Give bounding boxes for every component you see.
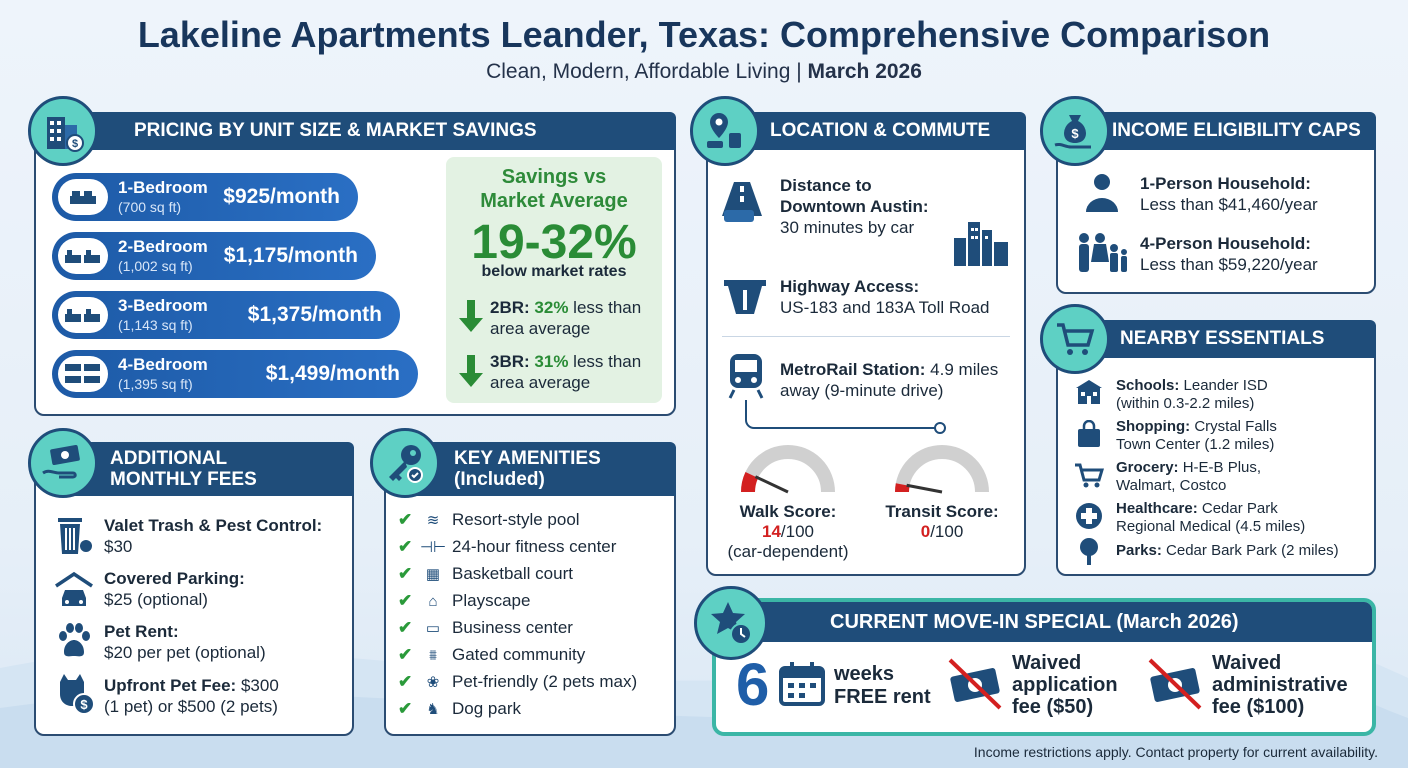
route-line [745,400,946,434]
monitor-icon: ▭ [425,620,441,637]
amenity-item: ✔ ▦ Basketball court [398,564,573,583]
waived-application: Waived application fee ($50) [1012,652,1118,718]
page-title: Lakeline Apartments Leander, Texas: Comp… [137,14,1271,55]
location-header: LOCATION & COMMUTE [736,112,1026,150]
amenity-item: ✔ ≋ Resort-style pool [398,510,580,529]
weeks-free-text: weeks FREE rent [834,663,931,708]
highway-icon [724,280,766,314]
fees-header: ADDITIONAL MONTHLY FEES [64,442,354,496]
paw-icon [59,623,90,657]
walk-score: Walk Score: 14/100 (car-dependent) [727,502,849,561]
essential-grocery: Grocery: H-E-B Plus, Walmart, Costco [1116,459,1262,494]
school-icon [1074,378,1104,406]
income-header: INCOME ELIGIBILITY CAPS [1086,112,1376,150]
bed-icon [58,356,108,392]
key-icon [370,428,440,498]
family-icon [1079,233,1127,272]
basketball-court-icon: ▦ [425,566,441,583]
money-hand-icon [28,428,98,498]
income-4-person: 4-Person Household: Less than $59,220/yea… [1140,234,1318,274]
unit-3br: 3-Bedroom (1,143 sq ft) $1,375/month [52,291,400,339]
walk-score-gauge [741,445,835,494]
divider [722,336,1010,337]
gauge-track [895,445,989,493]
dog-icon: ♞ [426,701,440,718]
amenity-item: ✔ ⩩ Gated community [398,645,586,664]
bed-icon [58,238,108,274]
unit-1br: 1-Bedroom (700 sq ft) $925/month [52,173,358,221]
pet-money-icon: $ [60,674,95,715]
gauge-track [741,445,835,493]
amenity-item: ✔ ⊣⊢ 24-hour fitness center [398,537,617,556]
tree-icon [1074,537,1104,565]
svg-text:$: $ [1071,126,1079,141]
waived-money-icon [1148,658,1202,710]
bed-icon [58,297,108,333]
highway-info: Highway Access: US-183 and 183A Toll Road [780,277,990,317]
building-icon: $ [28,96,98,166]
map-pin-icon [690,96,760,166]
bed-icon [58,179,108,215]
calendar-icon [779,662,825,706]
garage-car-icon [55,571,93,606]
essentials-header: NEARBY ESSENTIALS [1086,320,1376,358]
amenity-item: ✔ ❀ Pet-friendly (2 pets max) [398,672,638,691]
svg-text:$: $ [80,697,88,712]
savings-box: Savings vs Market Average 19-32% below ma… [446,157,662,403]
svg-text:$: $ [72,138,78,150]
essential-shopping: Shopping: Crystal Falls Town Center (1.2 … [1116,418,1277,453]
footer-note: Income restrictions apply. Contact prope… [973,744,1378,760]
gauge-fill [741,471,759,493]
weeks-number: 6 [736,651,770,718]
essential-schools: Schools: Leander ISD (within 0.3-2.2 mile… [1116,377,1268,412]
essentials-panel [1056,320,1376,576]
amenity-item: ✔ ▭ Business center [398,618,573,637]
fee-parking: Covered Parking: $25 (optional) [104,569,245,609]
trash-icon [58,518,92,554]
down-arrow-icon [459,355,483,387]
page-subtitle: Clean, Modern, Affordable Living | March… [486,60,922,83]
unit-2br: 2-Bedroom (1,002 sq ft) $1,175/month [52,232,376,280]
metrorail-info: MetroRail Station: 4.9 miles away (9-minu… [780,360,999,400]
dumbbell-icon: ⊣⊢ [419,539,447,556]
shopping-bag-icon [1074,420,1104,448]
income-1-person: 1-Person Household: Less than $41,460/yea… [1140,174,1318,214]
gauge-needle [754,475,789,494]
fee-pet-rent: Pet Rent: $20 per pet (optional) [104,622,266,662]
star-clock-icon [694,586,768,660]
money-bag-icon: $ [1040,96,1110,166]
location-panel [706,112,1026,576]
fee-pet-upfront: Upfront Pet Fee: $300 (1 pet) or $500 (2 … [104,676,279,716]
transit-score-gauge [895,445,989,494]
down-arrow-icon [459,300,483,332]
fee-trash: Valet Trash & Pest Control: $30 [104,516,323,556]
pricing-header: PRICING BY UNIT SIZE & MARKET SAVINGS [64,112,676,150]
amenity-item: ✔ ♞ Dog park [398,699,521,718]
unit-4br: 4-Bedroom (1,395 sq ft) $1,499/month [52,350,418,398]
medical-cross-icon [1074,502,1104,530]
amenity-item: ✔ ⌂ Playscape [398,591,531,610]
waived-administrative: Waived administrative fee ($100) [1212,652,1348,718]
essential-healthcare: Healthcare: Cedar Park Regional Medical (… [1116,500,1306,535]
gauge-fill [895,483,910,493]
gate-icon: ⩩ [428,646,437,664]
essential-parks: Parks: Cedar Bark Park (2 miles) [1116,542,1339,559]
road-icon [722,182,762,222]
amenities-header: KEY AMENITIES (Included) [414,442,676,496]
special-header: CURRENT MOVE-IN SPECIAL (March 2026) [716,602,1372,642]
person-icon [1086,174,1118,212]
distance-info: Distance to Downtown Austin: 30 minutes by… [780,176,929,237]
cart-icon [1074,461,1104,489]
paw-icon: ❀ [426,674,440,691]
gauge-needle [906,483,943,494]
savings-range: 19-32% [471,216,637,269]
playscape-icon: ⌂ [428,592,438,610]
waived-money-icon [948,658,1002,710]
shopping-cart-icon [1040,304,1110,374]
train-icon [728,354,764,399]
city-skyline-icon [954,222,1008,266]
pool-icon: ≋ [426,512,440,529]
transit-score: Transit Score: 0/100 [885,502,999,541]
